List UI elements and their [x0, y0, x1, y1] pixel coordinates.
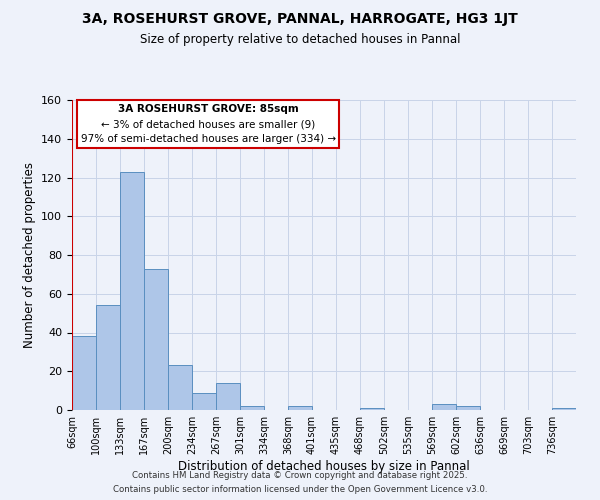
Text: Size of property relative to detached houses in Pannal: Size of property relative to detached ho…: [140, 32, 460, 46]
Bar: [144, 268, 168, 410]
Bar: [552, 408, 576, 410]
Bar: [192, 392, 216, 410]
Bar: [216, 383, 240, 410]
X-axis label: Distribution of detached houses by size in Pannal: Distribution of detached houses by size …: [178, 460, 470, 473]
Y-axis label: Number of detached properties: Number of detached properties: [23, 162, 35, 348]
Bar: [168, 366, 192, 410]
Bar: [120, 172, 144, 410]
Bar: [72, 336, 96, 410]
Bar: [96, 306, 120, 410]
Text: Contains public sector information licensed under the Open Government Licence v3: Contains public sector information licen…: [113, 484, 487, 494]
Bar: [288, 406, 312, 410]
Bar: [240, 406, 264, 410]
Bar: [360, 408, 384, 410]
Bar: [432, 404, 456, 410]
Text: 3A, ROSEHURST GROVE, PANNAL, HARROGATE, HG3 1JT: 3A, ROSEHURST GROVE, PANNAL, HARROGATE, …: [82, 12, 518, 26]
Text: ← 3% of detached houses are smaller (9): ← 3% of detached houses are smaller (9): [101, 119, 315, 129]
Text: 3A ROSEHURST GROVE: 85sqm: 3A ROSEHURST GROVE: 85sqm: [118, 104, 298, 114]
Bar: [456, 406, 480, 410]
Text: 97% of semi-detached houses are larger (334) →: 97% of semi-detached houses are larger (…: [80, 134, 335, 144]
Text: Contains HM Land Registry data © Crown copyright and database right 2025.: Contains HM Land Registry data © Crown c…: [132, 472, 468, 480]
FancyBboxPatch shape: [77, 100, 339, 148]
